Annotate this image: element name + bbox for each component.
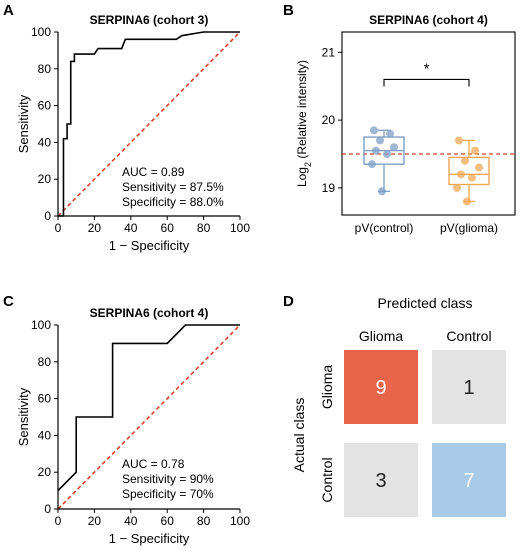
- y-tick-label: 20: [38, 172, 52, 186]
- x-tick-label: 40: [124, 221, 138, 235]
- matrix-cell: [344, 443, 418, 517]
- box-body: [448, 156, 490, 186]
- y-tick-label: 40: [38, 135, 52, 149]
- matrix-cell-value: 3: [375, 470, 386, 492]
- significance-bracket: [383, 78, 470, 87]
- x-category-label: pV(glioma): [440, 221, 498, 235]
- y-axis-label: Log2 (Relative intensity): [295, 60, 313, 187]
- x-tick-label: 20: [88, 514, 102, 528]
- data-point: [376, 136, 384, 145]
- data-point: [453, 183, 461, 192]
- chart-title: SERPINA6 (cohort 4): [369, 13, 488, 27]
- y-tick-label: 19: [322, 181, 336, 195]
- panel-d-confusion-matrix: D Predicted class Glioma Control Actual clas…: [283, 293, 506, 517]
- column-label: Glioma: [359, 328, 404, 344]
- y-tick-label: 0: [44, 502, 51, 516]
- y-tick-label: 0: [44, 209, 51, 223]
- panel-b-box-plot: B SERPINA6 (cohort 4) 19 20 21 Log2 (Relative…: [283, 2, 516, 235]
- y-tick-label: 100: [31, 318, 51, 332]
- panel-c-roc-chart: C SERPINA6 (cohort 4) 0 20 40 60 80 100 0 20 40 60 8…: [3, 293, 250, 546]
- data-point: [468, 173, 476, 182]
- data-point: [378, 187, 386, 196]
- x-axis-label: 1 − Specificity: [109, 238, 190, 253]
- x-axis-label: 1 − Specificity: [109, 531, 190, 546]
- matrix-cell-value: 7: [463, 470, 474, 492]
- roc-curve: [58, 31, 240, 217]
- row-label: Control: [319, 457, 335, 502]
- data-point: [457, 170, 465, 179]
- data-point: [461, 156, 469, 165]
- panel-letter: C: [3, 293, 14, 310]
- matrix-cell-value: 1: [463, 377, 474, 399]
- column-label: Control: [446, 328, 491, 344]
- matrix-cell-value: 9: [375, 377, 386, 399]
- chart-title: SERPINA6 (cohort 3): [90, 13, 209, 27]
- y-axis-title: Actual class: [291, 398, 307, 473]
- x-tick-label: 0: [55, 514, 62, 528]
- x-tick-label: 0: [55, 221, 62, 235]
- x-category-label: pV(control): [355, 221, 414, 235]
- data-point: [475, 163, 483, 172]
- x-axis-title: Predicted class: [378, 295, 473, 311]
- y-axis-label-rest: (Relative intensity): [295, 60, 309, 162]
- y-tick-label: 80: [38, 355, 52, 369]
- x-tick-label: 40: [124, 514, 138, 528]
- y-tick-label: 60: [38, 99, 52, 113]
- matrix-cell: [432, 350, 506, 424]
- x-tick-label: 60: [161, 514, 175, 528]
- y-axis-label: Sensitivity: [16, 387, 31, 446]
- data-point: [370, 126, 378, 135]
- y-tick-label: 40: [38, 428, 52, 442]
- y-axis-label-subscript: 2: [303, 162, 313, 167]
- panel-a-roc-chart: A SERPINA6 (cohort 3) 0 20 40 60 80 100 0 20 40 60 8…: [3, 2, 250, 253]
- row-label: Glioma: [319, 365, 335, 410]
- y-tick-label: 60: [38, 392, 52, 406]
- y-axis-label-main: Log: [295, 167, 309, 187]
- x-tick-label: 80: [197, 514, 211, 528]
- data-point: [386, 129, 394, 138]
- reference-diagonal-line: [57, 31, 241, 217]
- reference-diagonal-line: [57, 324, 241, 510]
- data-point: [372, 146, 380, 155]
- y-tick-label: 20: [38, 465, 52, 479]
- data-point: [390, 143, 398, 152]
- roc-curve: [57, 324, 240, 492]
- plot-frame: [341, 31, 516, 216]
- data-point: [463, 197, 471, 206]
- y-tick-label: 100: [31, 25, 51, 39]
- chart-title: SERPINA6 (cohort 4): [90, 306, 209, 320]
- data-point: [471, 146, 479, 155]
- panel-letter: D: [283, 293, 294, 310]
- panel-letter: B: [283, 2, 294, 19]
- y-tick-label: 80: [38, 62, 52, 76]
- stats-annotation: Specificity = 88.0%: [122, 195, 224, 209]
- stats-annotation: AUC = 0.89: [122, 165, 185, 179]
- stats-annotation: Specificity = 70%: [122, 487, 214, 501]
- matrix-cell: [344, 350, 418, 424]
- x-tick-label: 60: [161, 221, 175, 235]
- stats-annotation: Sensitivity = 90%: [122, 472, 214, 486]
- y-tick-label: 20: [322, 113, 336, 127]
- significance-marker: *: [424, 60, 430, 77]
- data-point: [368, 160, 376, 169]
- y-tick-label: 21: [322, 45, 336, 59]
- matrix-cell: [432, 443, 506, 517]
- stats-annotation: Sensitivity = 87.5%: [122, 180, 224, 194]
- y-axis-label: Sensitivity: [16, 94, 31, 153]
- panel-letter: A: [3, 2, 14, 19]
- x-tick-label: 100: [230, 514, 250, 528]
- x-tick-label: 80: [197, 221, 211, 235]
- data-point: [455, 136, 463, 145]
- x-tick-label: 100: [230, 221, 250, 235]
- stats-annotation: AUC = 0.78: [122, 457, 185, 471]
- data-point: [383, 150, 391, 158]
- x-tick-label: 20: [88, 221, 102, 235]
